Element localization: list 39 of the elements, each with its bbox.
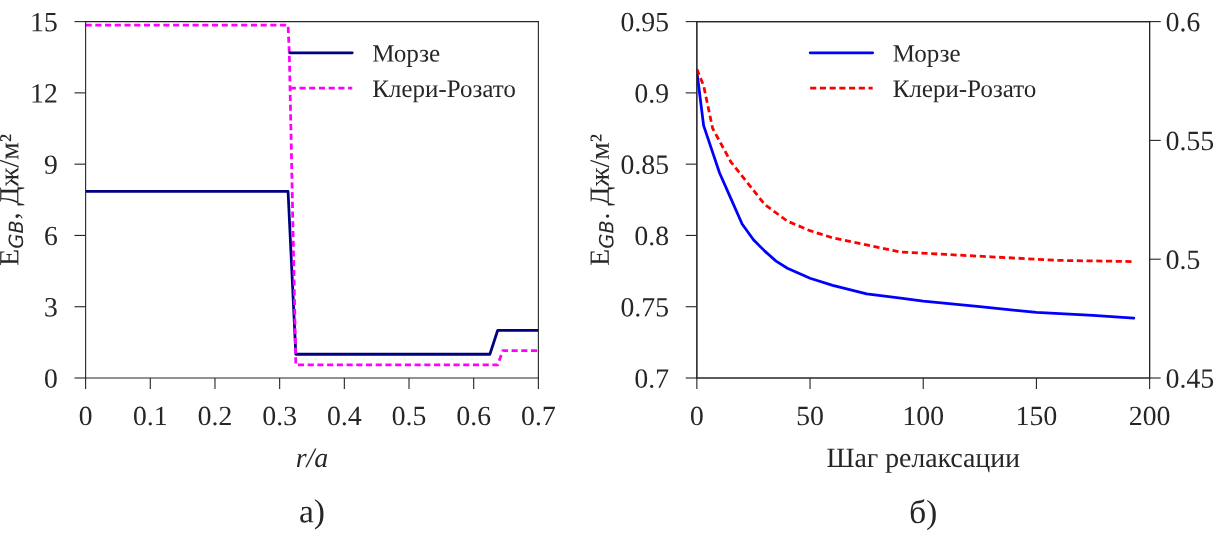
x-axis-title: r/a: [296, 448, 328, 468]
x-tick-label: 50: [797, 406, 823, 426]
x-tick-label: 200: [1130, 406, 1170, 426]
y-tick-label: 0.7: [635, 369, 669, 389]
x-tick-label: 0.1: [133, 406, 166, 426]
x-tick-label: 0: [79, 406, 92, 426]
x-tick-label: 0.2: [198, 406, 231, 426]
y-axis-title: E$_{GB}$. Дж/м²: [590, 134, 615, 266]
text: а): [300, 499, 324, 530]
y2-tick-label: 0.55: [1166, 131, 1214, 151]
x-tick-label: 0.4: [328, 406, 362, 426]
text: б): [910, 499, 936, 531]
x-axis-title: Шаг релаксации: [827, 448, 1020, 473]
y-tick-label: 0.85: [621, 155, 668, 175]
y2-tick-label: 0.6: [1166, 12, 1200, 32]
x-tick-label: 0.7: [522, 406, 555, 426]
y-tick-label: 0.95: [621, 12, 668, 32]
legend-label: Морзе: [372, 45, 440, 67]
y-tick-label: 9: [44, 155, 57, 175]
legend-label: Морзе: [893, 45, 960, 67]
y-tick-label: 0.8: [635, 226, 669, 246]
x-tick-label: 100: [904, 406, 944, 426]
x-tick-label: 0.6: [457, 406, 491, 426]
y-tick-label: 0.75: [621, 297, 668, 317]
x-tick-label: 0.3: [263, 406, 296, 426]
y-tick-label: 0.9: [635, 84, 668, 103]
y2-tick-label: 0.45: [1166, 369, 1214, 389]
x-tick-label: 150: [1018, 406, 1057, 426]
legend-label: Клери-Розато: [372, 80, 515, 103]
y-tick-label: 3: [45, 297, 57, 317]
y-axis-title: E$_{GB}$, Дж/м²: [0, 134, 25, 266]
y2-tick-label: 0.5: [1166, 250, 1200, 270]
y-tick-label: 0: [45, 369, 57, 388]
legend-label: Клери-Розато: [893, 80, 1036, 103]
y-tick-label: 6: [45, 226, 57, 246]
y-tick-label: 12: [32, 84, 57, 103]
x-tick-label: 0.5: [392, 406, 426, 426]
x-tick-label: 0: [690, 406, 703, 426]
y-tick-label: 15: [32, 12, 57, 32]
